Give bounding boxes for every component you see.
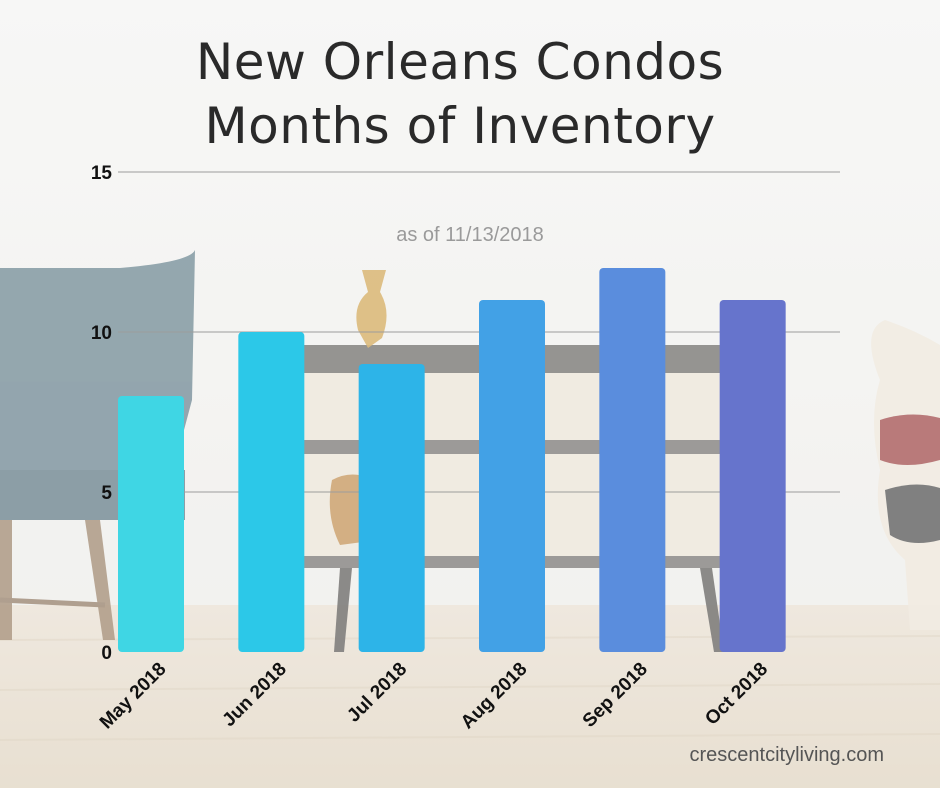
chart-subtitle: as of 11/13/2018 xyxy=(396,224,544,246)
y-tick-label: 0 xyxy=(101,643,112,664)
chart-title: New Orleans Condos Months of Inventory xyxy=(0,30,920,158)
bar-aug-2018 xyxy=(479,300,545,652)
bar-may-2018 xyxy=(118,396,184,652)
bar-jul-2018 xyxy=(358,364,425,652)
bars xyxy=(118,268,786,652)
x-tick-label: May 2018 xyxy=(96,659,171,734)
x-tick-label: Sep 2018 xyxy=(579,659,652,732)
chart-title-line2: Months of Inventory xyxy=(204,97,716,155)
x-tick-label: Oct 2018 xyxy=(701,659,772,730)
bar-oct-2018 xyxy=(719,300,786,652)
chart-title-line1: New Orleans Condos xyxy=(195,33,725,91)
x-axis-ticks: May 2018 Jun 2018 Jul 2018 Aug 2018 Sep 2018… xyxy=(96,659,772,734)
x-tick-label: Jun 2018 xyxy=(219,659,291,731)
amphora-decoration xyxy=(871,320,940,630)
y-tick-label: 5 xyxy=(101,483,112,504)
y-tick-label: 15 xyxy=(91,163,113,184)
website-credit: crescentcityliving.com xyxy=(689,744,884,766)
x-tick-label: Aug 2018 xyxy=(457,659,532,734)
y-axis-ticks: 0 5 10 15 xyxy=(91,163,113,664)
bar-jun-2018 xyxy=(238,332,305,652)
y-tick-label: 10 xyxy=(91,323,112,344)
bar-sep-2018 xyxy=(599,268,666,652)
x-tick-label: Jul 2018 xyxy=(343,659,411,727)
